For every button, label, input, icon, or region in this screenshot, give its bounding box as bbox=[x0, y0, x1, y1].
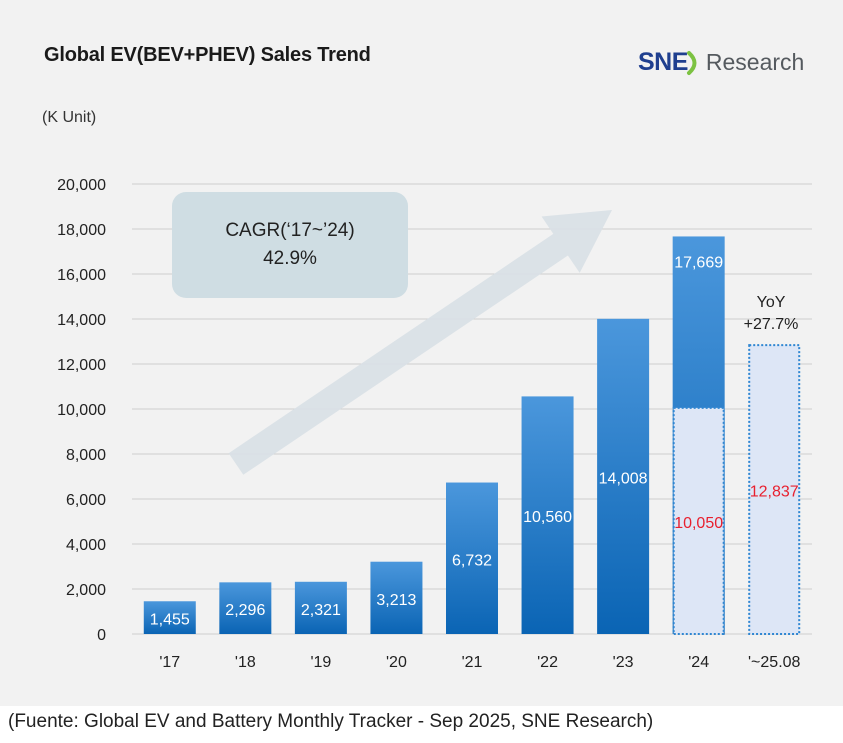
bar-annual bbox=[294, 581, 347, 634]
y-tick-label: 4,000 bbox=[66, 537, 106, 554]
bar-value-label-partial: 12,837 bbox=[750, 484, 799, 501]
x-tick-label: '22 bbox=[537, 654, 558, 671]
bar-value-label: 3,213 bbox=[376, 592, 416, 609]
x-tick-label: '21 bbox=[462, 654, 483, 671]
cagr-callout: CAGR(‘17~’24) 42.9% bbox=[172, 192, 408, 298]
logo-arc-icon bbox=[686, 50, 697, 75]
y-tick-label: 20,000 bbox=[57, 177, 106, 194]
bar-value-label: 2,296 bbox=[225, 602, 265, 619]
y-tick-label: 10,000 bbox=[57, 402, 106, 419]
bar-value-label: 6,732 bbox=[452, 552, 492, 569]
bar-chart: 0 2,000 4,000 6,000 8,000 10,000 12,000 14,000 1… bbox=[57, 177, 812, 671]
x-tick-label: '19 bbox=[310, 654, 331, 671]
source-note: (Fuente: Global EV and Battery Monthly T… bbox=[8, 711, 654, 732]
bars: 1,455 2,296 2,321 3,213 6,732 10,560 14,008 17,… bbox=[143, 236, 801, 635]
bar-annual bbox=[143, 601, 196, 634]
x-tick-label: '~25.08 bbox=[748, 654, 801, 671]
cagr-label: CAGR(‘17~’24) bbox=[225, 220, 354, 241]
bar-value-label-partial: 10,050 bbox=[674, 515, 723, 532]
chart-title: Global EV(BEV+PHEV) Sales Trend bbox=[44, 44, 371, 66]
bar-annual bbox=[446, 482, 498, 634]
bar-annual bbox=[597, 318, 650, 634]
y-tick-label: 6,000 bbox=[66, 492, 106, 509]
y-tick-label: 16,000 bbox=[57, 267, 106, 284]
logo-suffix: Research bbox=[705, 49, 805, 75]
yoy-label: YoY bbox=[757, 294, 786, 311]
bar-value-label: 2,321 bbox=[301, 602, 341, 619]
bar-value-label: 10,560 bbox=[523, 509, 572, 526]
yoy-value: +27.7% bbox=[744, 316, 799, 333]
y-tick-label: 14,000 bbox=[57, 312, 106, 329]
yoy-callout: YoY +27.7% bbox=[744, 294, 799, 333]
x-tick-label: '17 bbox=[159, 654, 180, 671]
sne-research-logo: SNE Research bbox=[638, 48, 804, 77]
x-tick-label: '24 bbox=[688, 654, 709, 671]
y-tick-label: 8,000 bbox=[66, 447, 106, 464]
bar-annual bbox=[219, 582, 272, 634]
growth-arrow-icon bbox=[228, 210, 612, 475]
bar-annual bbox=[521, 396, 574, 634]
y-axis-unit-label: (K Unit) bbox=[42, 109, 97, 126]
x-tick-label: '23 bbox=[613, 654, 634, 671]
bar-value-label: 17,669 bbox=[674, 254, 723, 271]
bar-value-label: 14,008 bbox=[599, 470, 648, 487]
y-tick-label: 0 bbox=[97, 627, 106, 644]
x-tick-label: '18 bbox=[235, 654, 256, 671]
bar-jan-aug bbox=[748, 344, 801, 635]
cagr-value: 42.9% bbox=[263, 248, 317, 269]
x-axis-ticks: '17 '18 '19 '20 '21 '22 '23 '24 '~25.08 bbox=[159, 654, 800, 671]
y-tick-label: 12,000 bbox=[57, 357, 106, 374]
bar-annual bbox=[370, 561, 423, 634]
bar-value-label: 1,455 bbox=[150, 612, 190, 629]
x-tick-label: '20 bbox=[386, 654, 407, 671]
logo-brand: SNE bbox=[638, 48, 688, 76]
bar-jan-aug bbox=[672, 406, 725, 635]
y-tick-label: 18,000 bbox=[57, 222, 106, 239]
y-axis-ticks: 0 2,000 4,000 6,000 8,000 10,000 12,000 14,000 1… bbox=[57, 177, 106, 644]
y-tick-label: 2,000 bbox=[66, 582, 106, 599]
